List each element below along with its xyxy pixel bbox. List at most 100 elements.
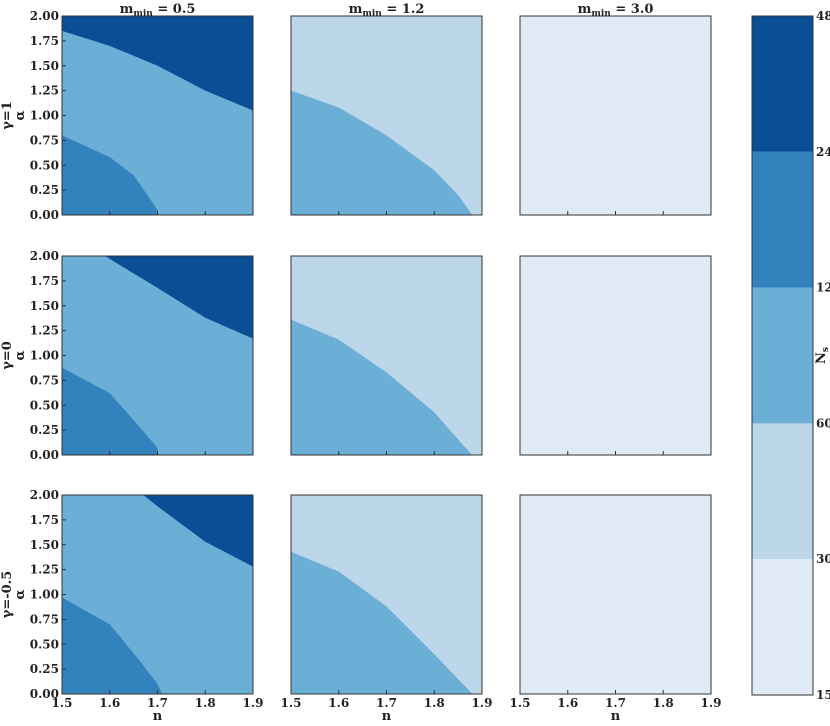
contour-region-level-4 xyxy=(62,495,253,567)
y-tick-label: 0.75 xyxy=(30,612,59,626)
y-tick-label: 1.75 xyxy=(30,34,59,48)
contour-region-base xyxy=(520,256,711,455)
colorbar-tick-label: 60 xyxy=(816,416,830,430)
row-label-0: γ=1 xyxy=(0,101,15,130)
y-tick-label: 0.00 xyxy=(30,687,59,701)
y-tick-label: 0.25 xyxy=(30,423,59,437)
colorbar-tick-label: 120 xyxy=(816,281,830,295)
panel-1-1 xyxy=(290,255,483,456)
y-axis-label: α xyxy=(13,110,28,120)
colorbar-label-sub: s xyxy=(821,347,830,352)
x-tick-label: 1.9 xyxy=(243,696,264,710)
panel-2-2: 1.5 1.6 1.7 1.8 1.9 n xyxy=(510,494,722,724)
x-tick-label: 1.6 xyxy=(557,696,578,710)
x-tick-label: 1.5 xyxy=(281,696,302,710)
row-label-2: γ=-0.5 xyxy=(0,571,15,619)
column-title-suffix: = 3.0 xyxy=(611,2,654,17)
y-tick-label: 1.00 xyxy=(30,349,59,363)
contour-region-level-2 xyxy=(291,551,473,694)
y-tick-label: 0.00 xyxy=(30,448,59,462)
y-tick-label: 0.25 xyxy=(30,662,59,676)
colorbar-band-2 xyxy=(752,287,813,424)
x-axis-label: n xyxy=(611,709,621,724)
colorbar-tick-label: 480 xyxy=(816,9,830,23)
x-axis-label: n xyxy=(382,709,392,724)
x-tick-label: 1.7 xyxy=(605,696,626,710)
y-tick-label: 1.00 xyxy=(30,109,59,123)
y-axis-label: α xyxy=(13,350,28,360)
y-tick-label: 0.50 xyxy=(30,398,59,412)
x-axis-label: n xyxy=(153,709,163,724)
colorbar-label-main: N xyxy=(814,352,829,364)
colorbar-band-1 xyxy=(752,423,813,560)
y-tick-label: 0.25 xyxy=(30,183,59,197)
x-tick-label: 1.6 xyxy=(99,696,120,710)
x-tick-label: 1.5 xyxy=(510,696,531,710)
x-tick-label: 1.7 xyxy=(376,696,397,710)
contour-region-level-3 xyxy=(62,367,158,455)
y-tick-label: 1.25 xyxy=(30,84,59,98)
panel-2-1: 1.5 1.6 1.7 1.8 1.9 n xyxy=(281,494,493,724)
panel-1-2 xyxy=(519,255,712,456)
colorbar: 15 30 60 120 240 480 Ns xyxy=(751,9,830,702)
y-tick-label: 0.00 xyxy=(30,208,59,222)
y-tick-label: 1.50 xyxy=(30,59,59,73)
column-title-suffix: = 1.2 xyxy=(382,2,425,17)
x-tick-label: 1.5 xyxy=(52,696,73,710)
y-tick-label: 2.00 xyxy=(30,249,59,263)
y-tick-label: 1.00 xyxy=(30,588,59,602)
contour-region-level-3 xyxy=(62,597,163,694)
contour-region-level-2 xyxy=(291,90,473,215)
column-title-2: mmin = 3.0 xyxy=(578,2,654,19)
panel-0-2 xyxy=(519,15,712,216)
y-tick-label: 1.50 xyxy=(30,538,59,552)
x-tick-label: 1.9 xyxy=(472,696,493,710)
y-tick-label: 1.75 xyxy=(30,274,59,288)
contour-region-level-4 xyxy=(62,16,253,111)
column-title-sub: min xyxy=(362,9,382,19)
y-tick-label: 2.00 xyxy=(30,9,59,23)
contour-region-level-3 xyxy=(62,135,158,215)
y-tick-label: 1.25 xyxy=(30,324,59,338)
panel-1-0: 0.00 0.25 0.50 0.75 1.00 1.25 1.50 1.75 2.00 xyxy=(30,249,254,462)
contour-region-base xyxy=(520,16,711,215)
colorbar-band-4 xyxy=(752,16,813,152)
x-tick-label: 1.7 xyxy=(147,696,168,710)
y-tick-label: 2.00 xyxy=(30,488,59,502)
y-tick-label: 0.50 xyxy=(30,637,59,651)
x-tick-label: 1.8 xyxy=(195,696,216,710)
column-title-prefix: m xyxy=(120,2,134,17)
colorbar-label: Ns xyxy=(814,347,830,364)
colorbar-tick-label: 240 xyxy=(816,145,830,159)
x-tick-label: 1.6 xyxy=(328,696,349,710)
colorbar-tick-label: 15 xyxy=(816,688,830,702)
y-tick-label: 1.25 xyxy=(30,563,59,577)
x-tick-label: 1.8 xyxy=(653,696,674,710)
colorbar-frame xyxy=(751,15,814,696)
column-title-suffix: = 0.5 xyxy=(153,2,196,17)
x-tick-label: 1.8 xyxy=(424,696,445,710)
panel-0-0: 0.00 0.25 0.50 0.75 1.00 1.25 1.50 1.75 2.00 xyxy=(30,9,254,222)
y-axis-label: α xyxy=(13,589,28,599)
y-tick-label: 0.50 xyxy=(30,158,59,172)
column-title-1: mmin = 1.2 xyxy=(349,2,425,19)
column-title-prefix: m xyxy=(349,2,363,17)
y-tick-label: 1.50 xyxy=(30,299,59,313)
column-title-sub: min xyxy=(133,9,153,19)
contour-region-level-2 xyxy=(291,319,473,455)
contour-region-level-4 xyxy=(62,256,253,339)
contour-region-base xyxy=(520,495,711,694)
column-title-sub: min xyxy=(591,9,611,19)
column-title-0: mmin = 0.5 xyxy=(120,2,196,19)
row-label-1: γ=0 xyxy=(0,341,15,370)
y-tick-label: 1.75 xyxy=(30,513,59,527)
panel-2-0: 0.00 0.25 0.50 0.75 1.00 1.25 1.50 1.75 2.00 1.5 1… xyxy=(30,488,264,724)
colorbar-band-3 xyxy=(752,151,813,288)
x-tick-label: 1.9 xyxy=(701,696,722,710)
y-tick-label: 0.75 xyxy=(30,373,59,387)
panel-0-1 xyxy=(290,15,483,216)
y-tick-label: 0.75 xyxy=(30,133,59,147)
colorbar-tick-label: 30 xyxy=(816,552,830,566)
colorbar-band-0 xyxy=(752,559,813,695)
